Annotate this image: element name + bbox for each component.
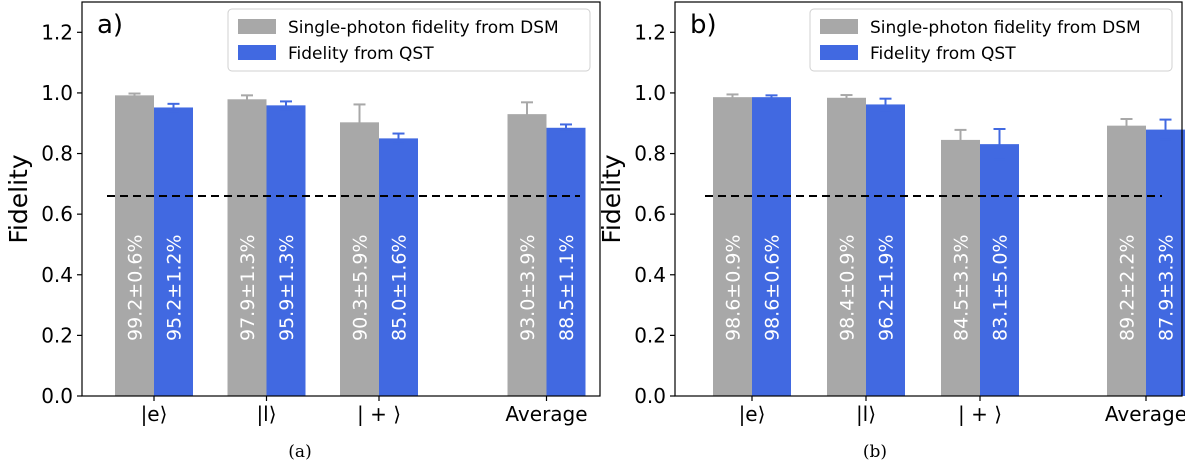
x-tick-label-3: Average [1105,402,1185,426]
bar-dsm-1 [827,97,866,396]
bar-qst-1 [266,105,306,396]
y-tick-label-3: 0.6 [41,202,73,226]
y-tick-label-1: 0.2 [634,323,666,347]
x-tick-label-2: | + ⟩ [357,402,401,426]
plot-frame [674,1,1183,397]
x-tick-label-0: |e⟩ [141,402,168,426]
bar-dsm-3 [507,114,547,396]
bar-qst-0 [154,107,193,397]
data-label-qst-3: 87.9±3.3% [1156,235,1178,342]
y-tick-label-1: 0.2 [41,323,73,347]
figure-caption: (b) [863,442,887,462]
data-label-qst-2: 83.1±5.0% [990,235,1012,342]
data-label-dsm-2: 90.3±5.9% [350,235,372,342]
bar-dsm-2 [340,122,379,397]
y-tick-label-0: 0.0 [41,384,73,408]
legend-label-dsm: Single-photon fidelity from DSM [288,18,559,38]
legend-swatch-qst [238,45,276,60]
x-tick-label-0: |e⟩ [739,402,766,426]
bar-qst-3 [1146,129,1185,396]
data-label-qst-2: 85.0±1.6% [389,235,411,342]
bar-qst-2 [379,138,418,396]
x-tick-label-1: |l⟩ [256,402,276,426]
bar-dsm-3 [1107,125,1146,396]
figure-caption: (a) [288,442,311,462]
legend-label-qst: Fidelity from QST [870,44,1016,64]
x-tick-label-1: |l⟩ [856,402,876,426]
panel-label: b) [690,10,717,40]
y-tick-label-6: 1.2 [41,20,73,44]
y-tick-label-4: 0.8 [41,142,73,166]
bar-dsm-2 [941,139,980,396]
y-tick-label-3: 0.6 [634,202,666,226]
chart-panel-2: 98.6±0.9% 98.6±0.6% |e⟩ 98.4±0.9% 96.2±1.9% |… [597,1,1185,462]
y-tick-label-5: 1.0 [41,81,73,105]
y-tick-label-6: 1.2 [634,20,666,44]
plot-frame [81,1,601,397]
data-label-qst-0: 98.6±0.6% [762,235,784,342]
chart-panel-1: 99.2±0.6% 95.2±1.2% |e⟩ 97.9±1.3% 95.9±1.3% |… [4,1,601,462]
data-label-dsm-1: 98.4±0.9% [837,235,859,342]
legend-box [809,8,1173,72]
bar-qst-1 [866,104,905,396]
y-tick-label-4: 0.8 [634,142,666,166]
y-tick-label-2: 0.4 [634,263,666,287]
x-tick-label-3: Average [505,402,587,426]
legend-swatch-dsm [820,19,858,34]
bar-qst-3 [546,127,586,397]
panel-label: a) [97,10,123,40]
y-tick-label-0: 0.0 [634,384,666,408]
y-axis-label: Fidelity [4,154,33,243]
bar-dsm-1 [227,99,267,396]
bar-dsm-0 [713,97,752,397]
legend-swatch-qst [820,45,858,60]
data-label-dsm-3: 89.2±2.2% [1117,235,1139,342]
data-label-qst-1: 95.9±1.3% [276,235,298,342]
x-tick-label-2: | + ⟩ [958,402,1002,426]
data-label-dsm-2: 84.5±3.3% [951,235,973,342]
bar-dsm-0 [115,95,154,397]
data-label-dsm-0: 98.6±0.9% [723,235,745,342]
data-label-dsm-1: 97.9±1.3% [237,235,259,342]
data-label-qst-1: 96.2±1.9% [876,235,898,342]
data-label-dsm-3: 93.0±3.9% [517,235,539,342]
y-axis-label: Fidelity [597,154,626,243]
legend-box [227,8,591,72]
legend-swatch-dsm [238,19,276,34]
y-tick-label-5: 1.0 [634,81,666,105]
legend-label-dsm: Single-photon fidelity from DSM [870,18,1141,38]
bar-qst-0 [752,97,791,397]
data-label-dsm-0: 99.2±0.6% [125,235,147,342]
data-label-qst-0: 95.2±1.2% [164,235,186,342]
data-label-qst-3: 88.5±1.1% [556,235,578,342]
legend-label-qst: Fidelity from QST [288,44,434,64]
bar-qst-2 [980,144,1019,396]
y-tick-label-2: 0.4 [41,263,73,287]
